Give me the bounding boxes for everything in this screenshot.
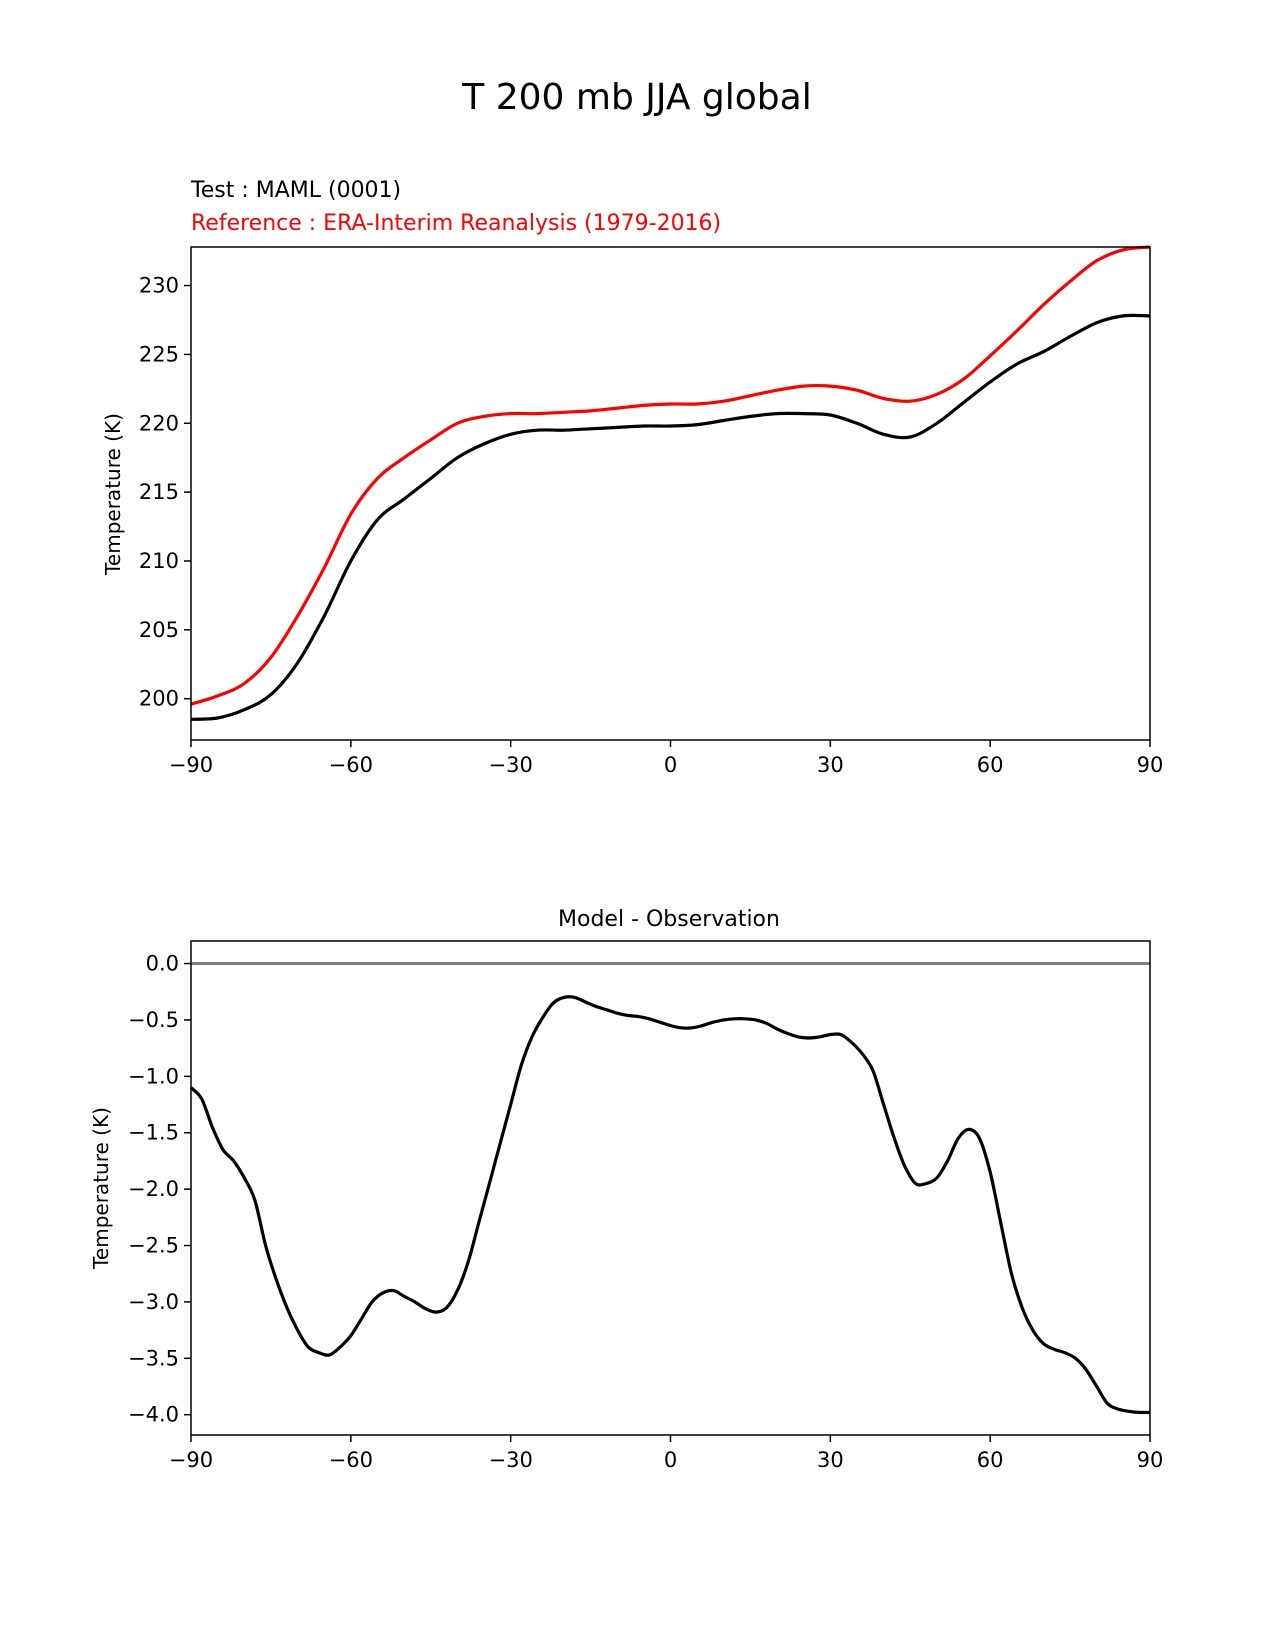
reference-title: Reference : ERA-Interim Reanalysis (1979… bbox=[191, 211, 721, 236]
bottom-y-tick-label: −1.5 bbox=[128, 1121, 179, 1145]
top-plot-lines bbox=[190, 245, 1151, 721]
bottom-x-tick-label: −60 bbox=[329, 1448, 373, 1472]
top-y-tick-label: 225 bbox=[139, 342, 179, 366]
bottom-y-tick-label: −0.5 bbox=[128, 1008, 179, 1032]
bottom-y-tick-label: −3.0 bbox=[128, 1290, 179, 1314]
bottom-axes-ticks: −90 −60 −30 0 30 60 90 0.0 −0.5 −1.0 −1.5 −2.0 −2.5 −… bbox=[128, 952, 1163, 1472]
top-x-tick-label: −90 bbox=[169, 753, 213, 777]
difference-series-line bbox=[189, 995, 1151, 1415]
bottom-x-tick-label: 30 bbox=[817, 1448, 844, 1472]
top-y-tick-label: 210 bbox=[139, 549, 179, 573]
top-y-tick-label: 215 bbox=[139, 480, 179, 504]
bottom-x-tick-label: 60 bbox=[977, 1448, 1004, 1472]
test-series-line bbox=[190, 313, 1151, 721]
top-x-tick-label: 90 bbox=[1137, 753, 1164, 777]
bottom-y-tick-label: −2.5 bbox=[128, 1234, 179, 1258]
top-y-axis-label: Temperature (K) bbox=[101, 413, 125, 576]
top-y-tick-label: 220 bbox=[139, 411, 179, 435]
top-x-tick-label: −60 bbox=[329, 753, 373, 777]
bottom-x-tick-label: 90 bbox=[1137, 1448, 1164, 1472]
top-y-tick-label: 230 bbox=[139, 274, 179, 298]
bottom-x-tick-label: −90 bbox=[169, 1448, 213, 1472]
bottom-y-tick-label: 0.0 bbox=[146, 952, 179, 976]
bottom-y-tick-label: −1.0 bbox=[128, 1064, 179, 1088]
test-title: Test : MAML (0001) bbox=[190, 178, 401, 203]
top-y-tick-label: 205 bbox=[139, 618, 179, 642]
difference-title: Model - Observation bbox=[558, 907, 780, 932]
bottom-x-tick-label: −30 bbox=[489, 1448, 533, 1472]
bottom-x-tick-label: 0 bbox=[664, 1448, 677, 1472]
top-axes-frame bbox=[190, 246, 1151, 741]
bottom-y-tick-label: −3.5 bbox=[128, 1346, 179, 1370]
bottom-y-tick-label: −4.0 bbox=[128, 1403, 179, 1427]
reference-series-line bbox=[190, 245, 1151, 706]
bottom-panel: Model - Observation Temperature (K) −90−… bbox=[89, 907, 1163, 1472]
bottom-axes-frame bbox=[190, 940, 1151, 1436]
top-axes-ticks: −90 −60 −30 0 30 60 90 200 205 210 215 220 225 230 bbox=[139, 274, 1163, 777]
top-y-tick-label: 200 bbox=[139, 687, 179, 711]
figure-title: T 200 mb JJA global bbox=[461, 77, 811, 118]
bottom-plot-lines bbox=[189, 962, 1151, 1415]
top-panel: Test : MAML (0001) Reference : ERA-Inter… bbox=[101, 178, 1163, 777]
bottom-y-axis-label: Temperature (K) bbox=[89, 1107, 113, 1270]
top-x-tick-label: 0 bbox=[664, 753, 677, 777]
top-x-tick-label: 60 bbox=[977, 753, 1004, 777]
top-x-tick-label: −30 bbox=[489, 753, 533, 777]
top-x-tick-label: 30 bbox=[817, 753, 844, 777]
bottom-y-tick-label: −2.0 bbox=[128, 1177, 179, 1201]
